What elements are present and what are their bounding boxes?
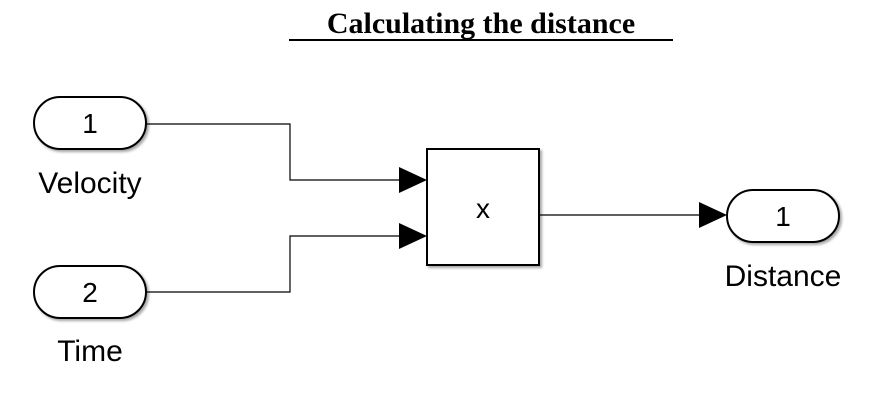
arrow-velocity-input: [399, 167, 427, 193]
inport-time-shape[interactable]: [33, 265, 147, 319]
inport-velocity-shape[interactable]: [33, 96, 147, 150]
wire-velocity-to-product: [146, 123, 400, 181]
arrow-time-input: [399, 223, 427, 249]
wire-time-to-product: [146, 235, 400, 293]
inport-velocity[interactable]: 1: [33, 96, 147, 150]
inport-velocity-label: Velocity: [38, 167, 141, 200]
product-block-symbol: x: [476, 193, 490, 224]
outport-distance-shape[interactable]: [726, 189, 840, 243]
diagram-title: Calculating the distance: [327, 7, 635, 40]
arrow-distance-input: [699, 202, 727, 228]
outport-distance[interactable]: 1: [726, 189, 840, 243]
product-block[interactable]: x: [426, 148, 540, 266]
outport-distance-number: 1: [775, 201, 791, 232]
inport-time-number: 2: [82, 277, 98, 308]
product-block-shape[interactable]: [426, 148, 540, 266]
inport-velocity-number: 1: [82, 108, 98, 139]
outport-distance-label: Distance: [725, 260, 842, 293]
inport-time-label: Time: [57, 335, 123, 368]
inport-time[interactable]: 2: [33, 265, 147, 319]
